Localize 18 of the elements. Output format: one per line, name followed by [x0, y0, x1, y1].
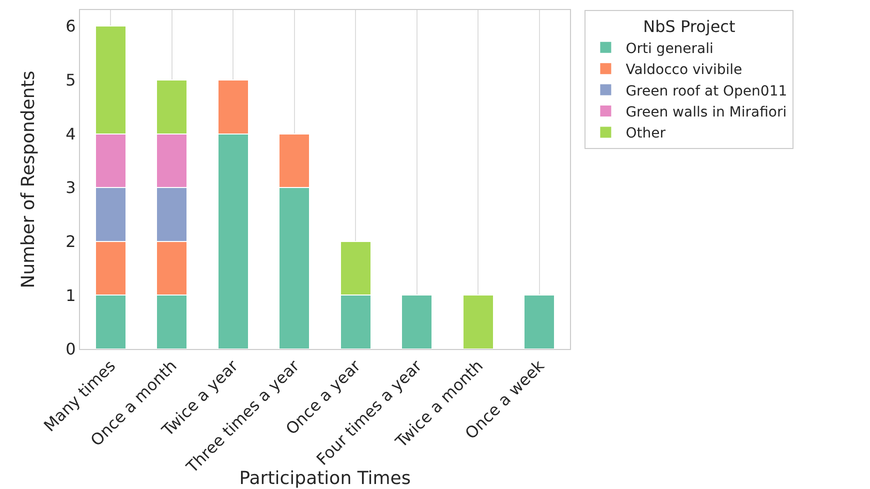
bar	[462, 294, 494, 349]
y-axis-title: Number of Respondents	[18, 70, 39, 288]
legend-label: Other	[626, 126, 666, 142]
y-tick-label: 0	[66, 340, 76, 359]
legend-label: Valdocco vivibile	[626, 62, 742, 78]
y-tick-label: 2	[66, 232, 76, 251]
bar	[524, 294, 556, 349]
y-tick-label: 4	[66, 124, 76, 144]
bar	[401, 294, 433, 349]
legend-label: Green roof at Open011	[626, 83, 788, 100]
y-tick-label: 6	[66, 16, 76, 36]
legend-title: NbS Project	[643, 16, 736, 36]
y-tick-label: 5	[66, 70, 76, 90]
x-axis-title: Participation Times	[239, 468, 411, 489]
legend-label: Orti generali	[626, 40, 714, 57]
y-tick-label: 3	[66, 178, 76, 198]
y-tick-label: 1	[66, 286, 76, 305]
legend-label: Green walls in Mirafiori	[626, 104, 787, 120]
